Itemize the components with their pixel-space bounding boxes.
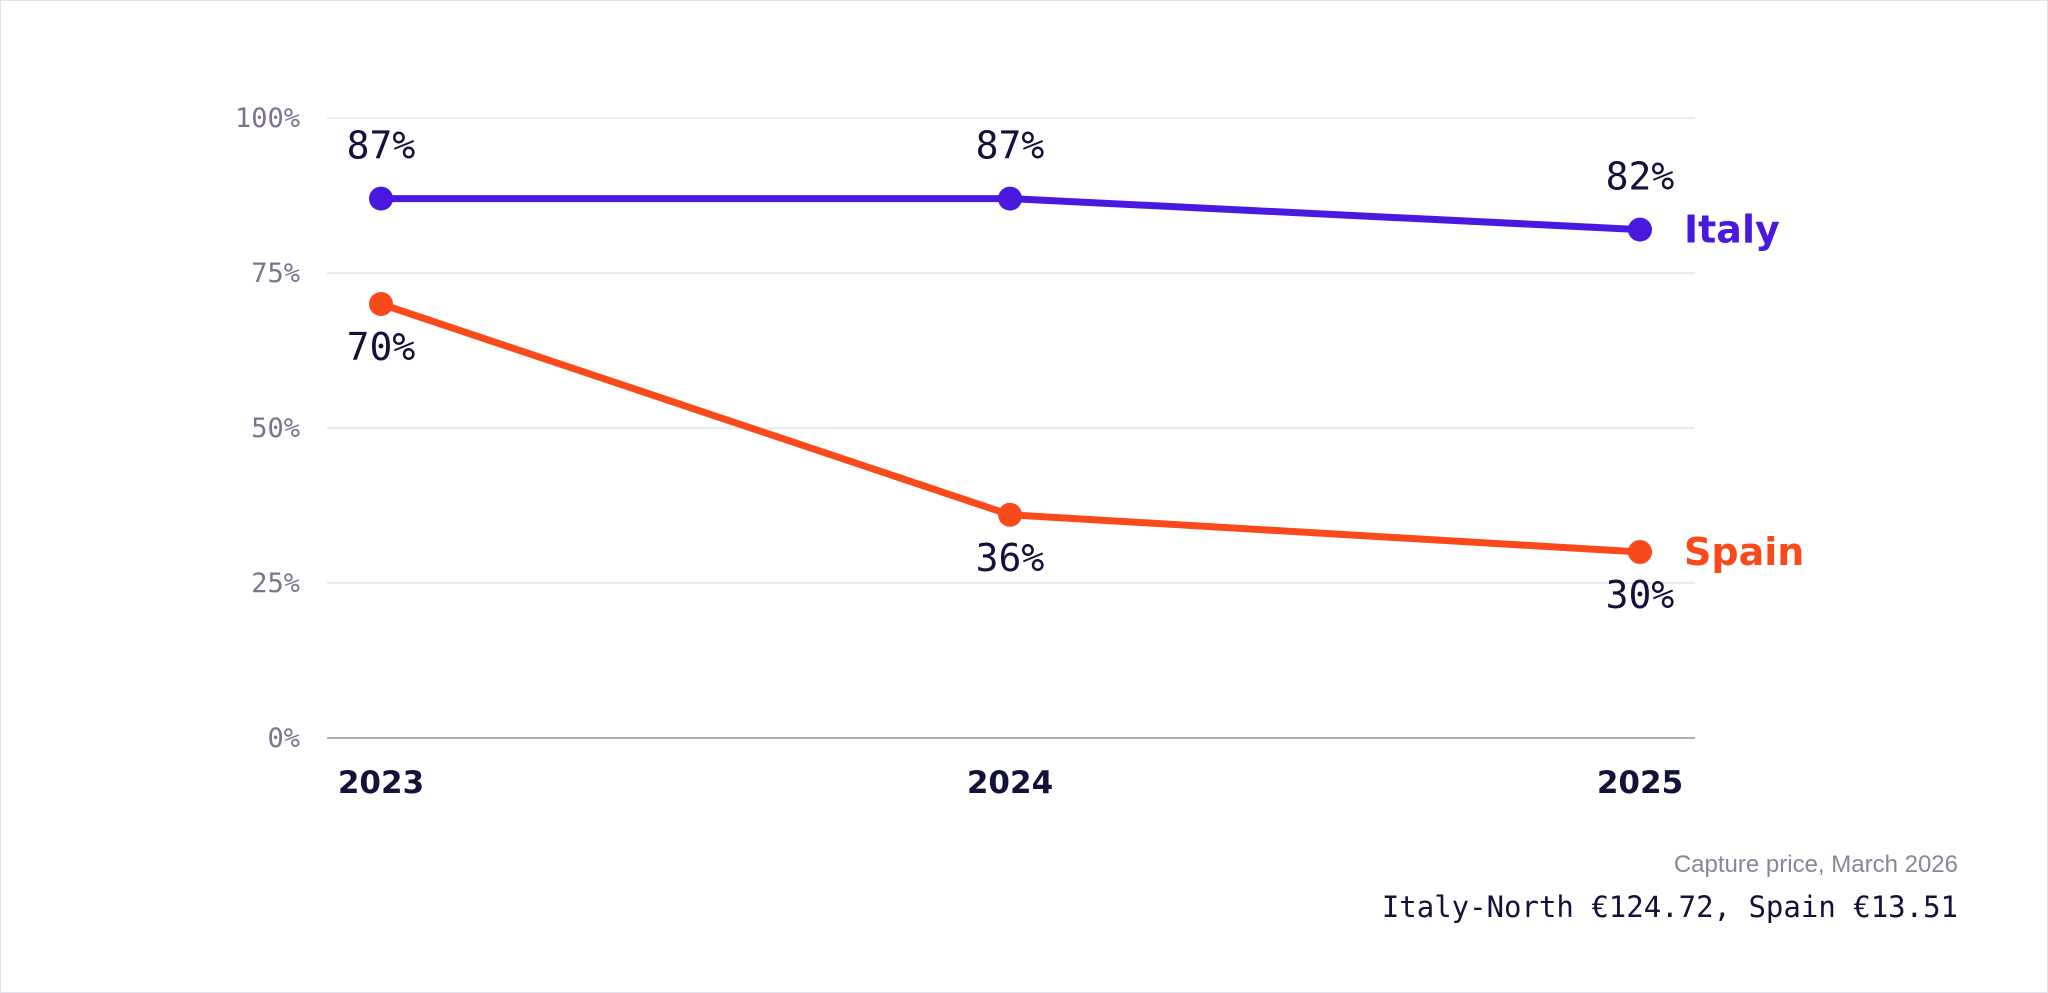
italy-series-label: Italy — [1684, 208, 1780, 252]
spain-data-point — [998, 502, 1022, 527]
y-axis-ticks: 0% 25% 50% 75% 100% — [235, 103, 300, 754]
data-labels: 87% 87% 82%Italy 70% 36% 30%Spain — [347, 124, 1805, 617]
x-tick-label: 2023 — [338, 765, 424, 801]
italy-data-point — [998, 186, 1022, 211]
spain-data-label: 30% — [1606, 573, 1675, 617]
spain-data-label: 70% — [347, 325, 416, 369]
footnote-values: Italy-North €124.72, Spain €13.51 — [1381, 890, 1958, 924]
spain-data-label: 36% — [976, 536, 1045, 580]
italy-data-point — [1628, 217, 1652, 242]
series-lines — [369, 186, 1652, 564]
italy-data-label: 82% — [1606, 155, 1675, 199]
grid-lines — [327, 117, 1695, 739]
y-tick-label: 50% — [251, 413, 300, 444]
y-tick-label: 0% — [267, 723, 300, 754]
footnote-caption: Capture price, March 2026 — [1673, 851, 1958, 878]
spain-series-label: Spain — [1684, 530, 1804, 574]
x-tick-label: 2024 — [967, 765, 1053, 801]
spain-data-point — [1628, 540, 1652, 564]
spain-data-point — [369, 292, 393, 316]
italy-data-label: 87% — [976, 124, 1045, 168]
italy-data-label: 87% — [347, 124, 416, 168]
x-tick-label: 2025 — [1597, 765, 1683, 801]
y-tick-label: 25% — [251, 568, 300, 599]
x-axis-ticks: 2023 2024 2025 — [338, 765, 1683, 801]
y-tick-label: 75% — [251, 258, 300, 289]
italy-data-point — [369, 186, 393, 211]
y-tick-label: 100% — [235, 103, 300, 134]
